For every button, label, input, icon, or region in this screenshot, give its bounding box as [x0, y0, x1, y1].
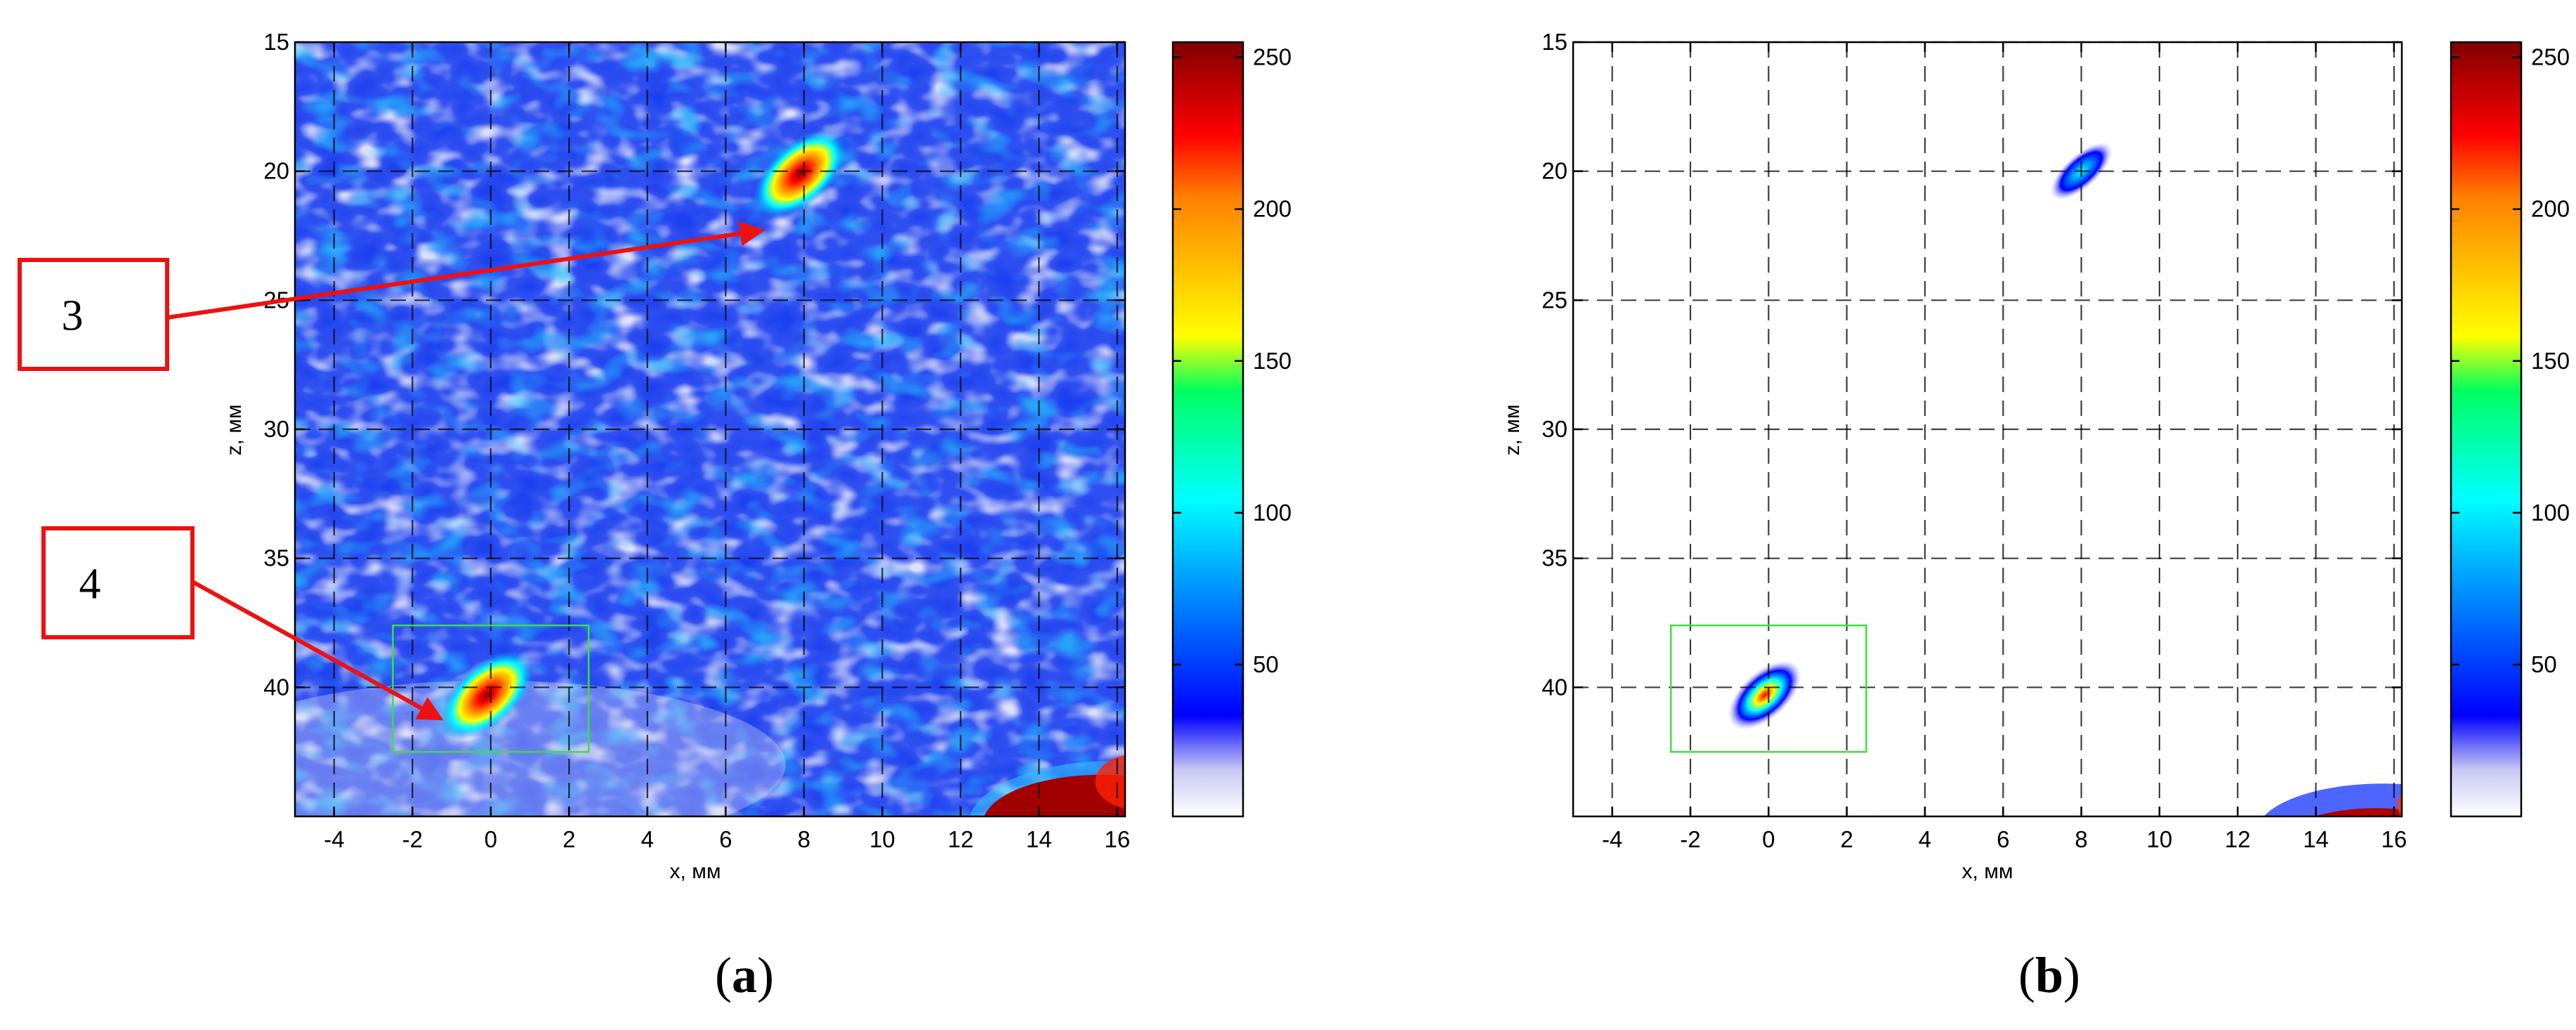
- x-tick-labels-a: -4 -2 0 2 4 6 8 10 12 14 16: [324, 826, 1130, 852]
- x-tick-label: -4: [1602, 826, 1622, 852]
- x-tick-label: 12: [2225, 826, 2251, 852]
- hotspot: [440, 651, 534, 740]
- roi-rectangle: [1669, 624, 1867, 753]
- corner-artifact: [970, 755, 1125, 816]
- grid-a: [295, 41, 1125, 816]
- x-tick-label: 14: [2303, 826, 2329, 852]
- x-tick-label: 8: [798, 826, 810, 852]
- x-tick-label: 4: [641, 826, 654, 852]
- callout-arrow: [191, 580, 444, 721]
- x-tick-label: 8: [2075, 826, 2087, 852]
- y-axis-label-b: z, мм: [1501, 405, 1524, 456]
- heatmap-a: [295, 42, 1125, 816]
- x-axis-label-b: x, мм: [1962, 860, 2013, 883]
- y-tick-label: 35: [263, 545, 289, 571]
- y-tick-label: 20: [263, 158, 289, 184]
- y-axis-label-a: z, мм: [223, 405, 246, 456]
- colorbar-tick-label: 150: [1253, 348, 1292, 374]
- y-tick-label: 20: [1542, 158, 1568, 184]
- x-tick-label: 10: [869, 826, 895, 852]
- roi-rectangle: [392, 624, 590, 753]
- x-tick-label: 16: [2381, 826, 2407, 852]
- y-tick-label: 30: [263, 416, 289, 442]
- x-tick-label: 16: [1104, 826, 1130, 852]
- y-tick-label: 15: [1542, 29, 1568, 55]
- colorbar-gradient: [1171, 41, 1244, 818]
- x-tick-label: -2: [402, 826, 423, 852]
- hotspot: [1728, 660, 1802, 731]
- x-tick-label: 0: [485, 826, 497, 852]
- heatmap-b: [1573, 42, 2402, 816]
- x-tick-label: 6: [1997, 826, 2009, 852]
- x-tick-label: 12: [947, 826, 973, 852]
- colorbar-tick-label: 200: [1253, 196, 1292, 222]
- colorbar-tick-label: 100: [1253, 500, 1292, 526]
- callouts-a: 34: [18, 221, 765, 721]
- y-tick-label: 35: [1542, 545, 1568, 571]
- panel-b: -4 -2 0 2 4 6 8 10 12 14 16 15 20 25 30 35 40 x, мм z, …: [1501, 29, 2570, 1003]
- x-tick-label: -4: [324, 826, 344, 852]
- y-tick-label: 30: [1542, 416, 1568, 442]
- colorbar-tick-label: 150: [2531, 348, 2570, 374]
- callout-label: 3: [62, 292, 84, 340]
- colorbar-gradient: [2450, 41, 2523, 818]
- x-tick-label: 4: [1919, 826, 1931, 852]
- x-tick-labels-b: -4 -2 0 2 4 6 8 10 12 14 16: [1602, 826, 2407, 852]
- x-tick-label: -2: [1680, 826, 1700, 852]
- y-tick-label: 40: [263, 674, 289, 700]
- axes-b: [1572, 41, 2403, 818]
- callout-4: 4: [41, 526, 444, 721]
- y-tick-label: 40: [1542, 674, 1568, 700]
- colorbar-a: 50 100 150 200 250: [1171, 41, 1292, 818]
- colorbar-tick-label: 50: [1253, 651, 1279, 677]
- callout-arrow: [166, 221, 765, 320]
- corner-artifact: [2263, 783, 2402, 816]
- callout-label: 4: [79, 561, 101, 608]
- panel-label-a: (a): [715, 947, 774, 1003]
- callout-3: 3: [18, 221, 765, 371]
- x-tick-label: 0: [1762, 826, 1775, 852]
- callout-box: [41, 526, 195, 639]
- colorbar-tick-label: 50: [2531, 651, 2557, 677]
- x-axis-label-a: x, мм: [670, 860, 721, 883]
- colorbar-b: 50 100 150 200 250: [2450, 41, 2570, 818]
- colorbar-tick-label: 200: [2531, 196, 2570, 222]
- callout-box: [18, 258, 169, 371]
- panel-label-b: (b): [2018, 947, 2080, 1003]
- colorbar-tick-label: 250: [1253, 44, 1292, 70]
- x-tick-label: 2: [563, 826, 575, 852]
- x-tick-label: 6: [719, 826, 732, 852]
- y-tick-labels-b: 15 20 25 30 35 40: [1542, 29, 1568, 700]
- roi-box-a: [392, 624, 590, 753]
- x-tick-label: 14: [1026, 826, 1052, 852]
- y-tick-label: 25: [1542, 287, 1568, 313]
- axes-a: [294, 41, 1126, 818]
- x-tick-label: 2: [1840, 826, 1853, 852]
- colorbar-tick-label: 100: [2531, 500, 2570, 526]
- roi-box-b: [1669, 624, 1867, 753]
- x-tick-label: 10: [2147, 826, 2173, 852]
- colorbar-tick-label: 250: [2531, 44, 2570, 70]
- hotspot: [753, 129, 847, 219]
- y-tick-label: 15: [263, 29, 289, 55]
